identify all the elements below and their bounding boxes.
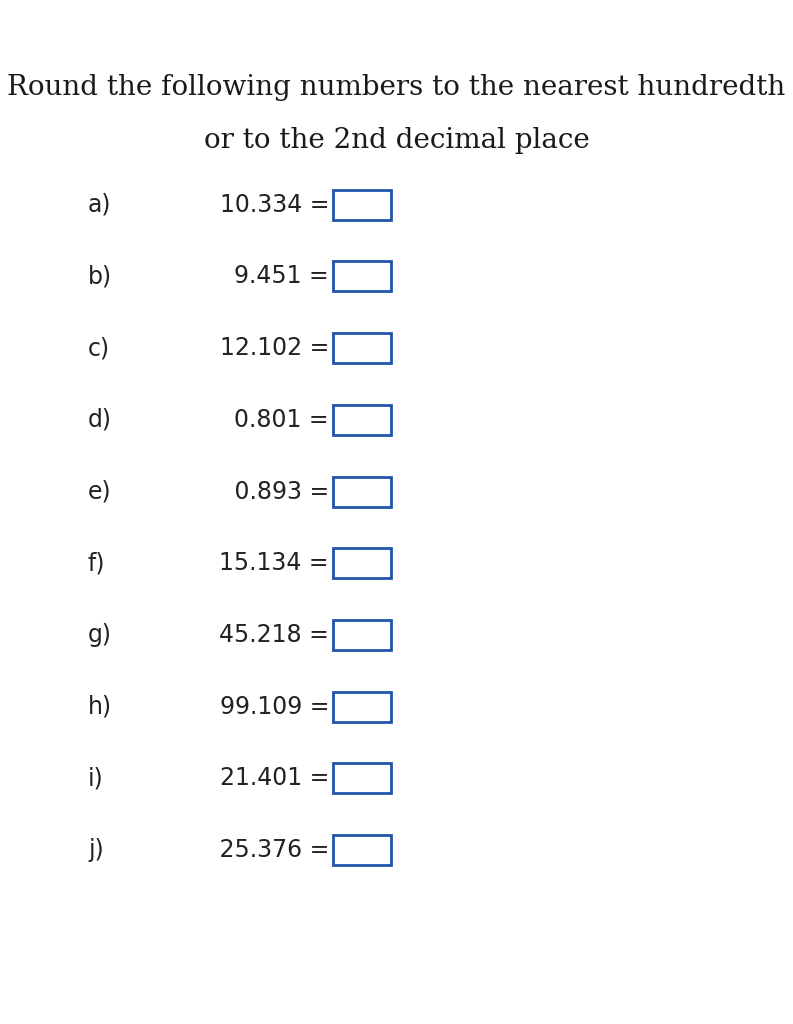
Bar xyxy=(333,333,391,364)
Text: 12.102 =: 12.102 = xyxy=(220,336,329,360)
Text: e): e) xyxy=(88,479,112,504)
Text: or to the 2nd decimal place: or to the 2nd decimal place xyxy=(204,127,589,154)
Text: Round the following numbers to the nearest hundredth: Round the following numbers to the neare… xyxy=(7,74,786,100)
Text: i): i) xyxy=(88,766,104,791)
Bar xyxy=(333,548,391,579)
Text: b): b) xyxy=(88,264,112,289)
Bar xyxy=(333,261,391,292)
Text: 25.376 =: 25.376 = xyxy=(212,838,329,862)
Text: 99.109 =: 99.109 = xyxy=(220,694,329,719)
Bar xyxy=(333,404,391,435)
Text: a): a) xyxy=(88,193,112,217)
Text: 45.218 =: 45.218 = xyxy=(219,623,329,647)
Bar xyxy=(333,476,391,507)
Bar xyxy=(333,835,391,865)
Bar xyxy=(333,620,391,650)
Text: h): h) xyxy=(88,694,112,719)
Text: g): g) xyxy=(88,623,112,647)
Bar xyxy=(333,691,391,722)
Bar xyxy=(333,189,391,220)
Text: d): d) xyxy=(88,408,112,432)
Text: c): c) xyxy=(88,336,110,360)
Text: 0.893 =: 0.893 = xyxy=(227,479,329,504)
Text: 9.451 =: 9.451 = xyxy=(235,264,329,289)
Text: j): j) xyxy=(88,838,104,862)
Text: 10.334 =: 10.334 = xyxy=(220,193,329,217)
Text: 0.801 =: 0.801 = xyxy=(235,408,329,432)
Text: 21.401 =: 21.401 = xyxy=(220,766,329,791)
Text: f): f) xyxy=(88,551,105,575)
Text: 15.134 =: 15.134 = xyxy=(220,551,329,575)
Bar xyxy=(333,763,391,794)
